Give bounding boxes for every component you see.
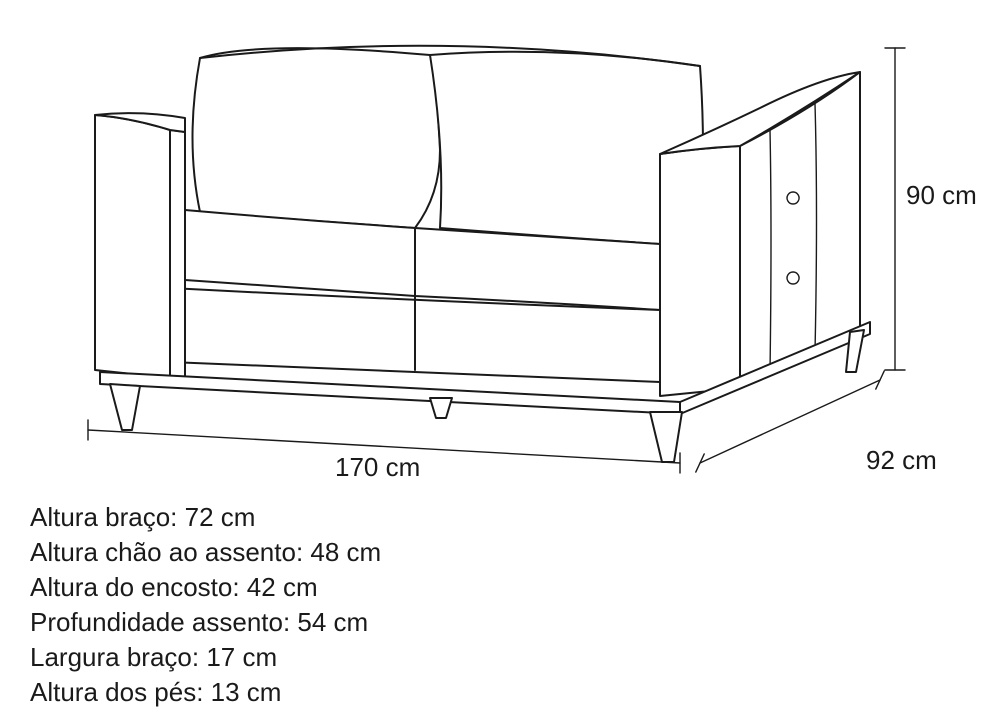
dimension-depth-label: 92 cm xyxy=(866,445,937,476)
spec-row: Altura chão ao assento: 48 cm xyxy=(30,535,381,570)
diagram-canvas: 170 cm 92 cm 90 cm Altura braço: 72 cmAl… xyxy=(0,0,1000,720)
sofa-drawing xyxy=(0,0,1000,500)
spec-row: Largura braço: 17 cm xyxy=(30,640,381,675)
spec-row: Altura dos pés: 13 cm xyxy=(30,675,381,710)
dimension-width-label: 170 cm xyxy=(335,452,420,483)
dimension-height-label: 90 cm xyxy=(906,180,977,211)
spec-row: Altura do encosto: 42 cm xyxy=(30,570,381,605)
spec-row: Altura braço: 72 cm xyxy=(30,500,381,535)
spec-list: Altura braço: 72 cmAltura chão ao assent… xyxy=(30,500,381,711)
spec-row: Profundidade assento: 54 cm xyxy=(30,605,381,640)
